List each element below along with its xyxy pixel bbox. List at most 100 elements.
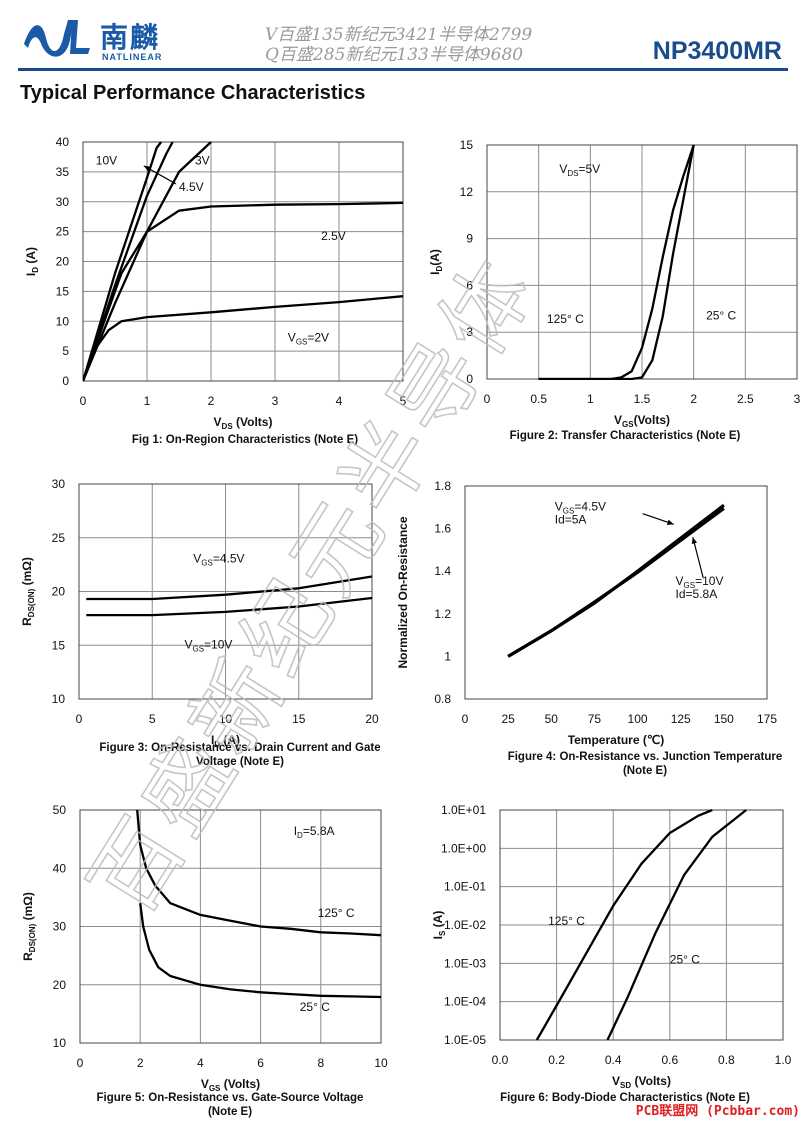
header-contact-line-2: Q百盛285新纪元133半导体9680: [265, 45, 524, 65]
annotation-label: 25° C: [300, 1000, 330, 1014]
y-tick-label: 30: [56, 195, 70, 209]
caption-line: Figure 6: Body-Diode Characteristics (No…: [500, 1092, 750, 1104]
y-tick-label: 1.6: [434, 522, 451, 536]
y-tick-label: 3: [466, 325, 473, 339]
x-axis-title: VGS(Volts): [614, 413, 670, 429]
annotation-label: VGS=10V: [676, 574, 724, 590]
x-tick-label: 0: [77, 1056, 84, 1070]
x-tick-label: 0: [76, 712, 83, 726]
caption-line: Figure 3: On-Resistance vs. Drain Curren…: [99, 742, 381, 754]
y-tick-label: 10: [52, 692, 66, 706]
x-tick-label: 25: [501, 712, 515, 726]
y-tick-label: 12: [460, 185, 474, 199]
section-title: Typical Performance Characteristics: [20, 82, 366, 104]
figure-1-caption: Fig 1: On-Region Characteristics (Note E…: [60, 433, 430, 447]
y-tick-label: 0: [466, 372, 473, 386]
x-axis-title: VGS (Volts): [201, 1077, 260, 1093]
caption-line: (Note E): [207, 1106, 253, 1118]
x-tick-label: 0.2: [548, 1053, 565, 1067]
series-line: [83, 141, 174, 382]
y-tick-label: 0.8: [434, 692, 451, 706]
annotation-label: 125° C: [548, 914, 585, 928]
header-contact-line-1: V百盛135新纪元3421半导体2799: [265, 25, 533, 45]
x-tick-label: 150: [714, 712, 734, 726]
x-tick-label: 15: [292, 712, 306, 726]
y-axis-title: ID (A): [24, 247, 40, 276]
plot-frame: [464, 485, 768, 700]
y-tick-label: 1.8: [434, 479, 451, 493]
y-tick-label: 20: [53, 978, 67, 992]
x-tick-label: 10: [219, 712, 233, 726]
x-tick-label: 0.8: [718, 1053, 735, 1067]
x-tick-label: 3: [272, 394, 279, 408]
y-tick-label: 9: [466, 232, 473, 246]
x-tick-label: 1.0: [775, 1053, 792, 1067]
annotation-label: VGS=4.5V: [193, 551, 244, 567]
part-number: NP3400MR: [652, 37, 782, 65]
y-tick-label: 50: [53, 803, 67, 817]
x-tick-label: 0.4: [605, 1053, 622, 1067]
y-tick-label: 0: [62, 374, 69, 388]
y-tick-label: 1.4: [434, 564, 451, 578]
y-tick-label: 10: [56, 314, 70, 328]
x-tick-label: 2: [208, 394, 215, 408]
y-axis-title: IS (A): [431, 911, 447, 940]
annotation-label: 4.5V: [179, 180, 204, 194]
series-line: [606, 809, 747, 1041]
header-rule: [18, 68, 788, 71]
plot-frame: [78, 483, 373, 700]
y-axis-title: RDS(ON) (mΩ): [20, 557, 36, 626]
x-tick-label: 10: [374, 1056, 388, 1070]
x-axis-title: Temperature (℃): [568, 733, 665, 747]
annotation-label: VGS=2V: [288, 331, 329, 347]
caption-line: Figure 4: On-Resistance vs. Junction Tem…: [507, 751, 783, 763]
y-tick-label: 1: [444, 649, 451, 663]
series-line: [538, 144, 695, 380]
y-tick-label: 1.0E-03: [444, 956, 486, 970]
y-tick-label: 5: [62, 344, 69, 358]
annotation-label: 125° C: [318, 906, 355, 920]
annotation-label: VGS=10V: [184, 637, 232, 653]
y-tick-label: 1.2: [434, 607, 451, 621]
x-tick-label: 175: [757, 712, 777, 726]
y-axis-title: ID(A): [428, 249, 444, 275]
figure-3-caption: Figure 3: On-Resistance vs. Drain Curren…: [60, 741, 420, 769]
y-tick-label: 15: [56, 284, 70, 298]
x-tick-label: 8: [317, 1056, 324, 1070]
x-tick-label: 0: [484, 392, 491, 406]
figure-5-caption: Figure 5: On-Resistance vs. Gate-Source …: [50, 1091, 410, 1119]
brand-name-chinese: 南麟: [100, 21, 161, 54]
x-tick-label: 0.0: [492, 1053, 509, 1067]
x-tick-label: 2: [137, 1056, 144, 1070]
series-line: [507, 507, 725, 658]
x-axis-title: ID (A): [211, 733, 240, 749]
x-tick-label: 1: [144, 394, 151, 408]
annotation-label: 125° C: [547, 312, 584, 326]
figure-2-caption: Figure 2: Transfer Characteristics (Note…: [465, 429, 785, 443]
y-tick-label: 15: [52, 638, 66, 652]
plot-frame: [82, 141, 404, 382]
x-tick-label: 0: [80, 394, 87, 408]
y-tick-label: 20: [56, 255, 70, 269]
y-tick-label: 25: [52, 531, 66, 545]
caption-line: (Note E): [622, 765, 668, 777]
y-tick-label: 1.0E+01: [441, 803, 486, 817]
series-line: [136, 809, 381, 937]
series-line: [83, 201, 403, 382]
x-tick-label: 125: [671, 712, 691, 726]
x-tick-label: 0.5: [530, 392, 547, 406]
caption-line: Figure 5: On-Resistance vs. Gate-Source …: [96, 1092, 364, 1104]
plot-frame: [499, 809, 784, 1041]
x-tick-label: 20: [365, 712, 379, 726]
x-tick-label: 1: [587, 392, 594, 406]
y-tick-label: 1.0E+00: [441, 841, 486, 855]
annotation-arrow: [692, 536, 704, 578]
x-tick-label: 100: [628, 712, 648, 726]
annotation-label: 25° C: [670, 952, 700, 966]
x-tick-label: 1.5: [634, 392, 651, 406]
y-tick-label: 20: [52, 585, 66, 599]
y-tick-label: 35: [56, 165, 70, 179]
